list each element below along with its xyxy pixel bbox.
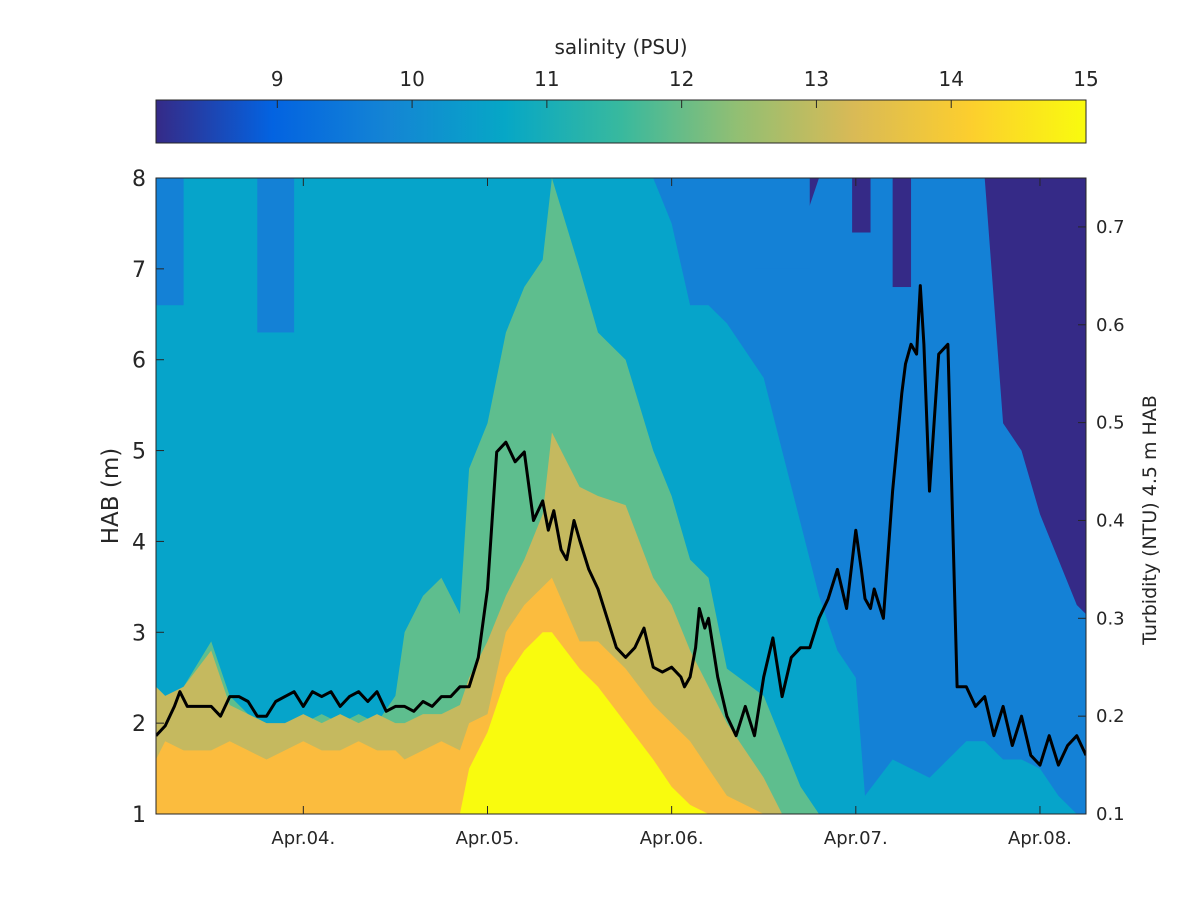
salinity-level-15 bbox=[156, 632, 1086, 814]
colorbar bbox=[155, 99, 1087, 144]
salinity-patch bbox=[487, 759, 534, 814]
turbidity-line bbox=[156, 284, 1086, 767]
colorbar-label: salinity (PSU) bbox=[554, 35, 687, 59]
salinity-patch bbox=[542, 782, 580, 814]
x-axis-tick-label: Apr.04. bbox=[271, 828, 335, 849]
left-axis: 1 2 3 4 5 6 7 8 bbox=[132, 167, 164, 828]
colorbar-tick-label: 14 bbox=[938, 67, 963, 91]
left-axis-tick-label: 5 bbox=[132, 440, 146, 465]
colorbar-tick-labels: 9 10 11 12 13 14 15 bbox=[271, 67, 1099, 91]
left-axis-tick-label: 7 bbox=[132, 258, 146, 283]
left-axis-tick-label: 4 bbox=[132, 530, 146, 555]
right-axis-tick-label: 0.1 bbox=[1096, 804, 1125, 825]
x-axis-tick-label: Apr.06. bbox=[640, 828, 704, 849]
colorbar-tick-label: 15 bbox=[1073, 67, 1098, 91]
x-axis-tick-label: Apr.07. bbox=[824, 828, 888, 849]
left-axis-tick-label: 1 bbox=[132, 803, 146, 828]
colorbar-ticks bbox=[276, 100, 1087, 108]
left-axis-tick-label: 3 bbox=[132, 621, 146, 646]
salinity-level-14 bbox=[156, 577, 1086, 814]
right-axis-tick-label: 0.5 bbox=[1096, 413, 1125, 434]
salinity-patch bbox=[754, 178, 810, 269]
salinity-heatmap bbox=[156, 178, 1086, 814]
salinity-level-12 bbox=[156, 178, 1086, 814]
colorbar-tick-label: 13 bbox=[804, 67, 829, 91]
left-axis-tick-label: 8 bbox=[132, 167, 146, 192]
colorbar-tick-label: 12 bbox=[669, 67, 694, 91]
salinity-patch bbox=[708, 178, 755, 233]
x-axis-tick-label: Apr.08. bbox=[1008, 828, 1072, 849]
right-axis-tick-label: 0.7 bbox=[1096, 217, 1125, 238]
salinity-level-8 bbox=[156, 178, 1086, 615]
colorbar-tick-label: 10 bbox=[399, 67, 424, 91]
salinity-patch bbox=[257, 178, 295, 333]
left-axis-tick-label: 6 bbox=[132, 349, 146, 374]
salinity-level-13 bbox=[156, 432, 1086, 814]
colorbar-tick-label: 9 bbox=[271, 67, 284, 91]
right-axis-tick-label: 0.6 bbox=[1096, 315, 1125, 336]
x-axis-tick-label: Apr.05. bbox=[456, 828, 520, 849]
right-axis-label: Turbidity (NTU) 4.5 m HAB bbox=[1139, 395, 1161, 646]
colorbar-tick-label: 11 bbox=[534, 67, 559, 91]
plot-frame bbox=[155, 177, 1087, 815]
x-axis: Apr.04. Apr.05. Apr.06. Apr.07. Apr.08. bbox=[271, 178, 1072, 849]
salinity-level-10 bbox=[156, 178, 1086, 814]
salinity-patch bbox=[892, 178, 912, 288]
right-axis-tick-label: 0.4 bbox=[1096, 510, 1125, 531]
left-axis-label: HAB (m) bbox=[98, 448, 124, 544]
left-axis-tick-label: 2 bbox=[132, 712, 146, 737]
right-axis-tick-label: 0.3 bbox=[1096, 608, 1125, 629]
salinity-patch bbox=[156, 791, 212, 814]
right-axis: 0.1 0.2 0.3 0.4 0.5 0.6 0.7 bbox=[1078, 217, 1125, 825]
salinity-patch bbox=[156, 178, 184, 306]
salinity-patch bbox=[852, 178, 871, 233]
right-axis-tick-label: 0.2 bbox=[1096, 706, 1125, 727]
